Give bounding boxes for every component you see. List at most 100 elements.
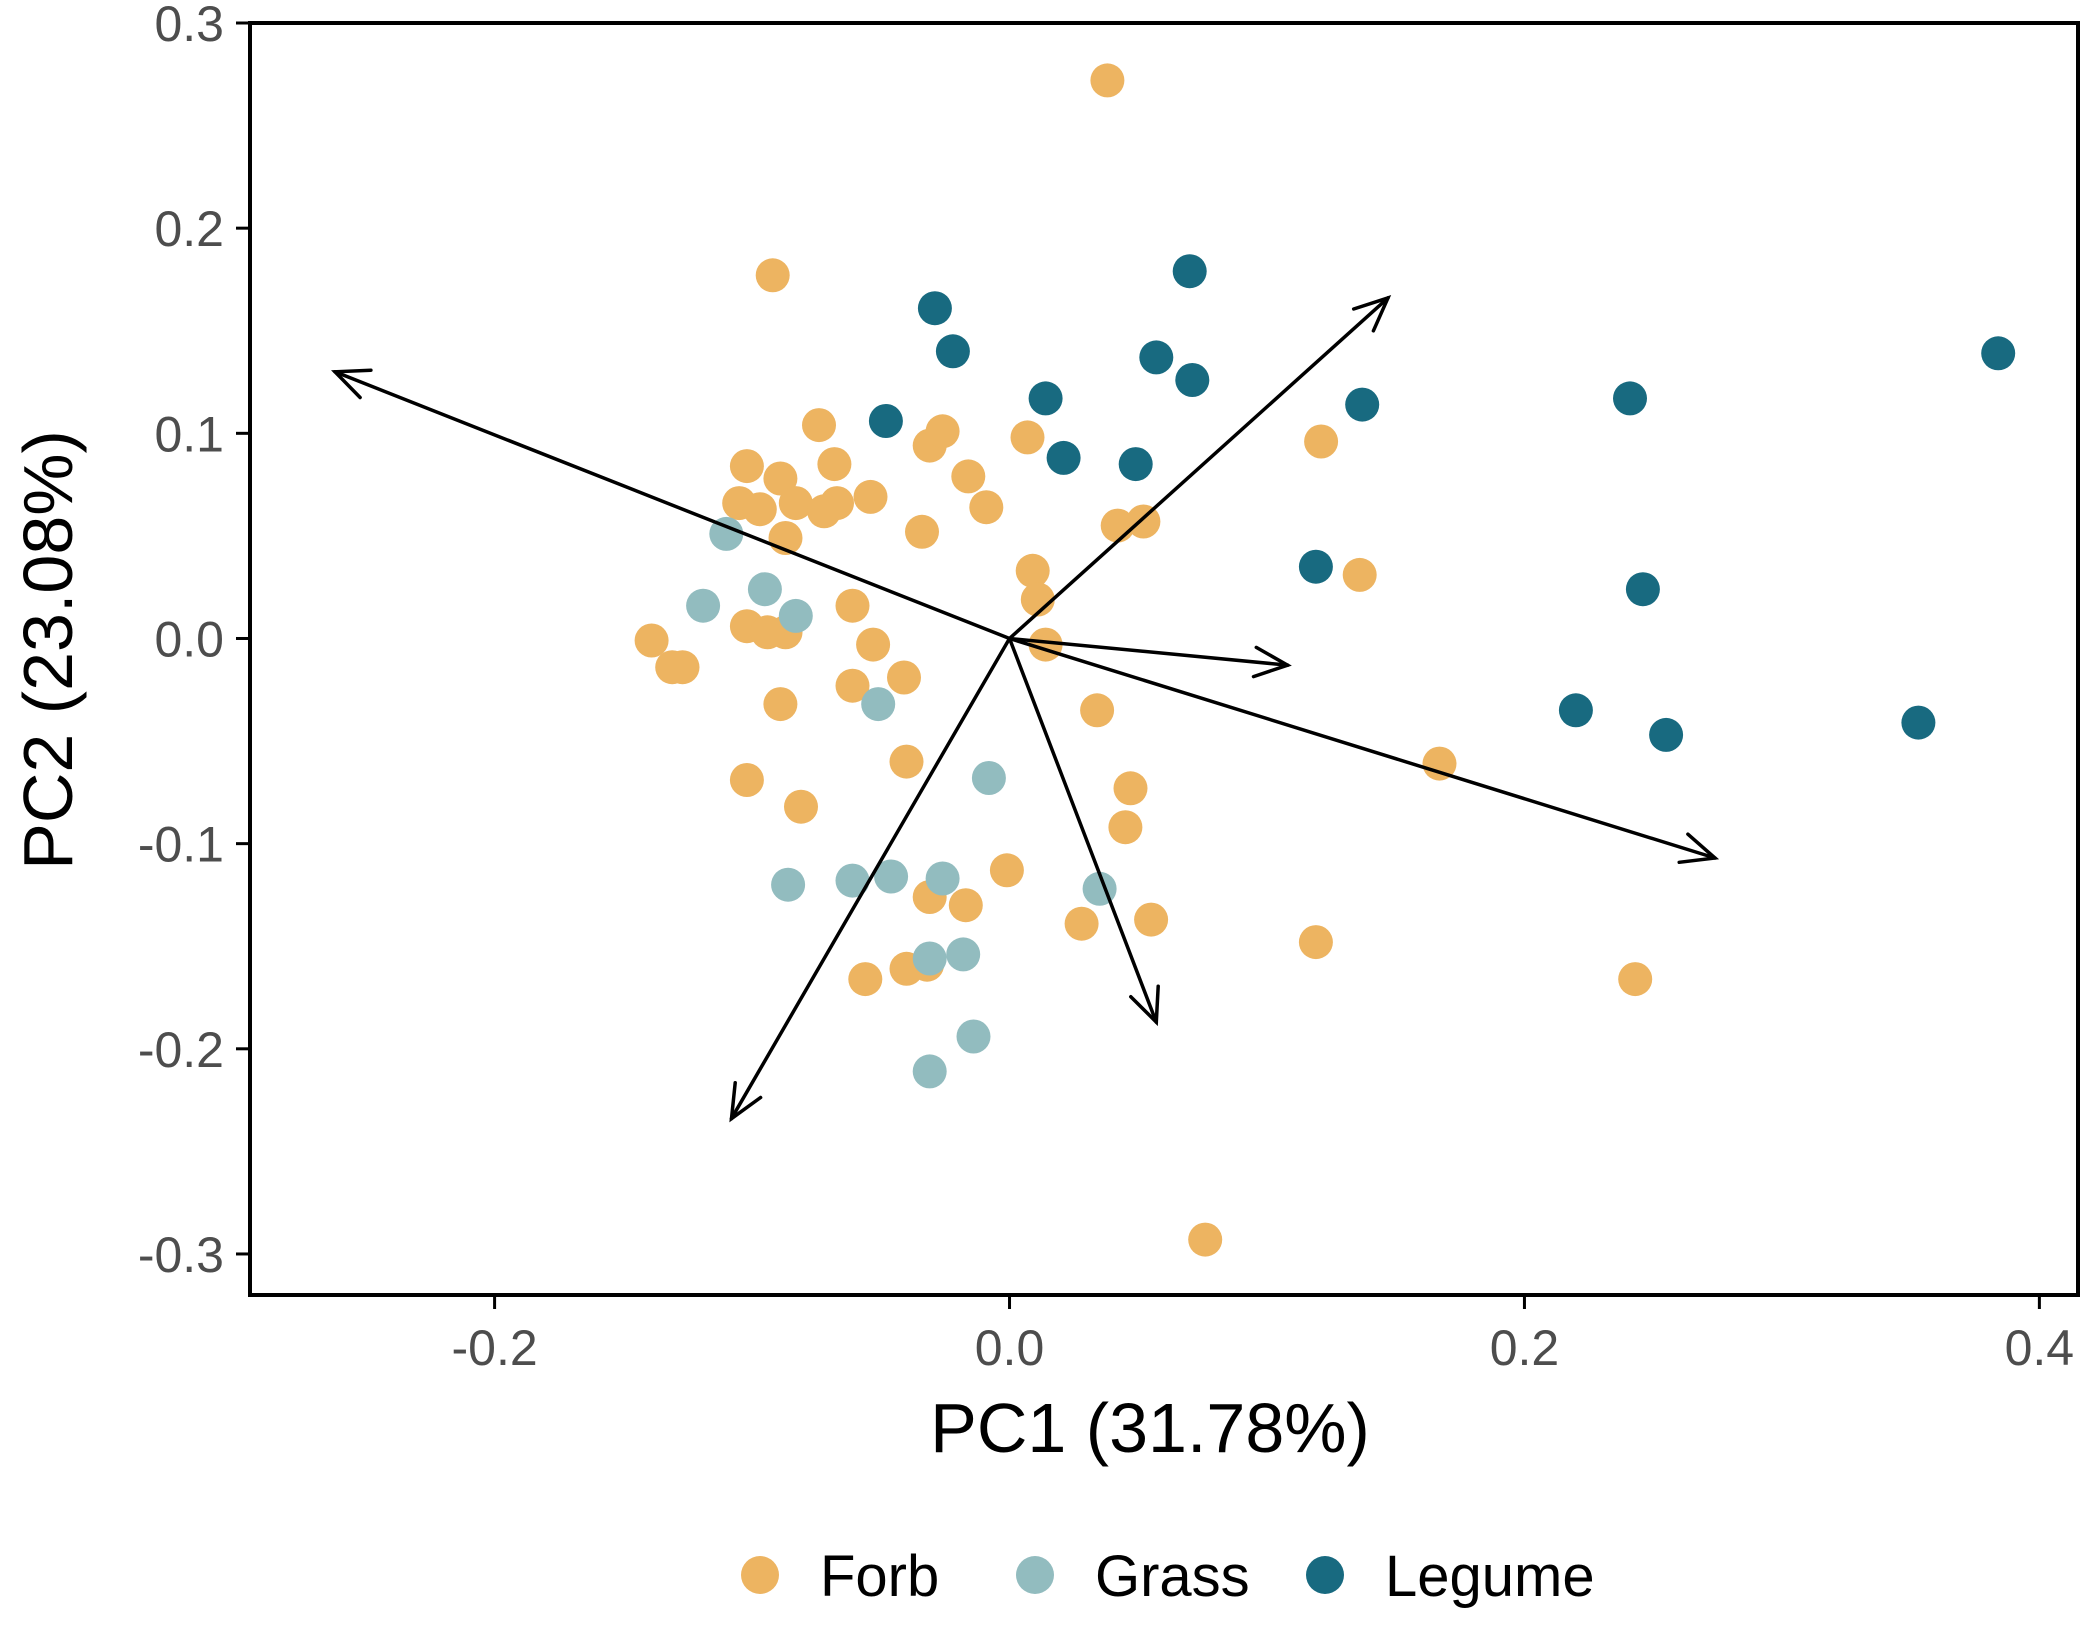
y-axis-ticks: 0.3 0.2 0.1 0.0 -0.1 -0.2 -0.3 bbox=[138, 0, 250, 1283]
forb-point bbox=[1090, 63, 1125, 98]
grass-point bbox=[946, 937, 981, 972]
forb-point bbox=[1020, 582, 1055, 617]
legume-point bbox=[1613, 381, 1647, 416]
legend-swatch bbox=[741, 1556, 779, 1594]
forb-point bbox=[948, 888, 983, 923]
loading-arrows bbox=[331, 295, 1720, 1123]
forb-point bbox=[905, 514, 939, 549]
x-tick-label: 0.2 bbox=[1490, 1320, 1560, 1376]
series-grass bbox=[686, 516, 1117, 1089]
legume-point bbox=[1172, 254, 1207, 289]
series-legume bbox=[868, 254, 2016, 752]
forb-point bbox=[853, 479, 888, 514]
y-tick-label: -0.2 bbox=[138, 1022, 224, 1078]
x-axis-ticks: -0.2 0.0 0.2 0.4 bbox=[452, 1295, 2075, 1376]
legume-point bbox=[1625, 572, 1660, 607]
forb-point bbox=[1015, 553, 1050, 588]
forb-point bbox=[729, 449, 764, 484]
grass-point bbox=[956, 1019, 991, 1054]
forb-point bbox=[807, 494, 842, 529]
y-axis-title: PC2 (23.08%) bbox=[9, 430, 87, 870]
legume-point bbox=[1901, 705, 1936, 740]
legume-point bbox=[1981, 336, 2016, 371]
forb-point bbox=[835, 588, 870, 623]
loading-arrow bbox=[1007, 636, 1160, 1027]
legume-point bbox=[917, 291, 952, 326]
forb-point bbox=[1188, 1222, 1223, 1257]
forb-point bbox=[802, 408, 836, 443]
forb-point bbox=[1298, 925, 1333, 960]
legend: Forb Grass Legume bbox=[741, 1544, 1595, 1609]
forb-point bbox=[989, 853, 1024, 888]
grass-point bbox=[874, 859, 909, 894]
grass-point bbox=[971, 761, 1006, 795]
legume-point bbox=[1118, 447, 1153, 482]
forb-point bbox=[763, 687, 798, 722]
legend-item-grass: Grass bbox=[1016, 1544, 1250, 1609]
forb-point bbox=[1064, 906, 1099, 941]
forb-point bbox=[665, 650, 700, 685]
forb-point bbox=[1342, 557, 1377, 592]
forb-point bbox=[835, 668, 870, 703]
forb-point bbox=[778, 486, 813, 521]
forb-point bbox=[1304, 424, 1339, 459]
loading-arrow bbox=[1007, 295, 1392, 641]
forb-point bbox=[925, 414, 960, 449]
legume-point bbox=[1345, 387, 1380, 422]
legend-label: Forb bbox=[820, 1544, 939, 1609]
forb-point bbox=[1108, 810, 1143, 845]
series-forb bbox=[634, 63, 1653, 1257]
forb-point bbox=[742, 492, 777, 527]
forb-point bbox=[951, 459, 986, 494]
plot-frame bbox=[248, 21, 2080, 1297]
legume-point bbox=[1046, 440, 1081, 475]
loading-arrow bbox=[729, 636, 1012, 1123]
forb-point bbox=[848, 962, 883, 997]
y-tick-label: 0.1 bbox=[154, 406, 224, 462]
legend-swatch bbox=[1306, 1556, 1344, 1594]
forb-point bbox=[969, 490, 1004, 525]
forb-point bbox=[634, 623, 669, 658]
loading-arrow bbox=[331, 368, 1012, 641]
forb-point bbox=[817, 447, 852, 482]
legume-point bbox=[935, 334, 970, 369]
legume-point bbox=[1139, 340, 1174, 375]
legend-item-legume: Legume bbox=[1306, 1544, 1595, 1609]
grass-point bbox=[835, 863, 870, 898]
legend-label: Legume bbox=[1385, 1544, 1595, 1609]
y-tick-label: -0.1 bbox=[138, 817, 224, 873]
x-axis-title: PC1 (31.78%) bbox=[930, 1389, 1370, 1467]
forb-point bbox=[784, 789, 818, 824]
x-tick-label: 0.4 bbox=[2005, 1320, 2075, 1376]
forb-point bbox=[729, 763, 764, 797]
legume-point bbox=[1558, 693, 1593, 728]
grass-point bbox=[709, 516, 744, 551]
forb-point bbox=[856, 627, 891, 662]
grass-point bbox=[747, 572, 782, 607]
forb-point bbox=[1010, 420, 1045, 455]
grass-point bbox=[778, 598, 813, 633]
legend-label: Grass bbox=[1095, 1544, 1250, 1609]
forb-point bbox=[763, 461, 798, 496]
forb-point bbox=[1113, 771, 1148, 806]
forb-point bbox=[750, 615, 785, 650]
forb-point bbox=[1134, 902, 1169, 937]
y-tick-label: 0.3 bbox=[154, 0, 224, 52]
grass-point bbox=[686, 588, 721, 623]
forb-point bbox=[887, 660, 921, 695]
forb-point bbox=[1080, 693, 1115, 728]
y-tick-label: 0.0 bbox=[154, 611, 224, 667]
forb-point bbox=[1422, 746, 1457, 781]
plot-points bbox=[634, 63, 2016, 1257]
grass-point bbox=[861, 687, 896, 722]
forb-point bbox=[889, 744, 924, 779]
forb-point bbox=[755, 258, 790, 293]
y-tick-label: -0.3 bbox=[138, 1227, 224, 1283]
legend-item-forb: Forb bbox=[741, 1544, 939, 1609]
legume-point bbox=[868, 404, 903, 438]
loading-arrow bbox=[1007, 636, 1292, 679]
y-tick-label: 0.2 bbox=[154, 201, 224, 257]
forb-point bbox=[1618, 962, 1653, 997]
legume-point bbox=[1298, 549, 1333, 584]
